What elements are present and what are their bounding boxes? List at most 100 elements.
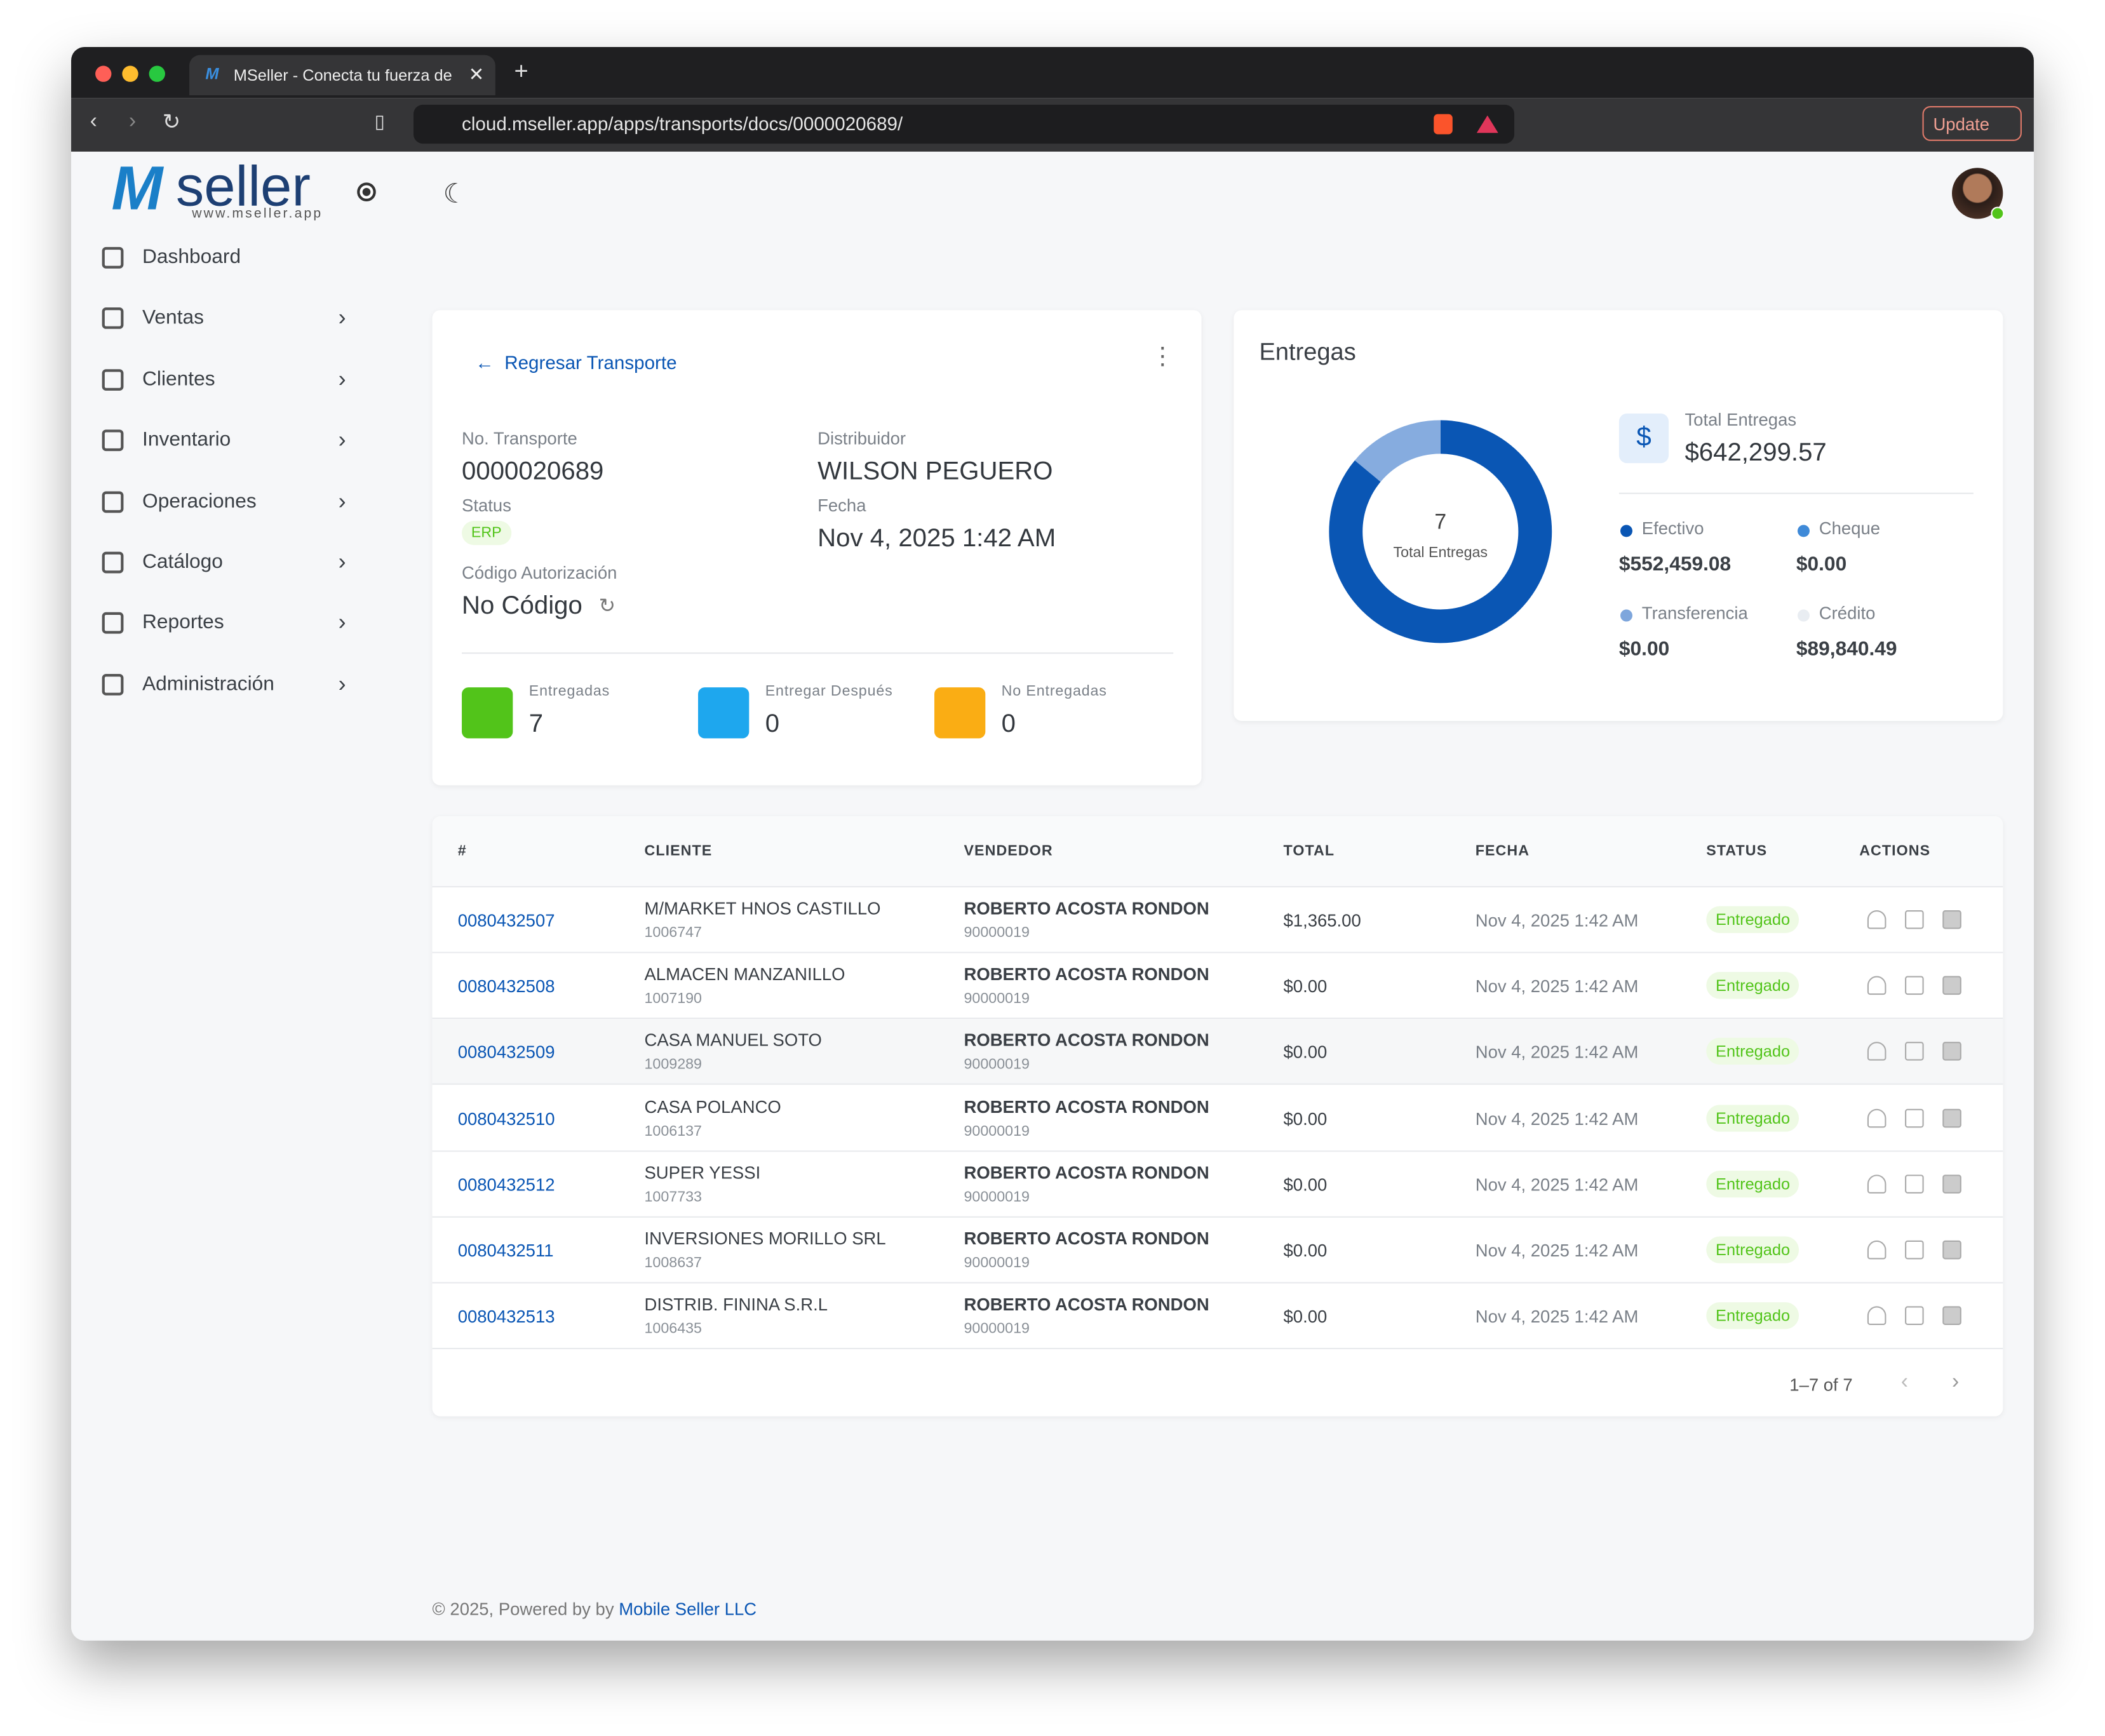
tab-title: MSeller - Conecta tu fuerza de [233,65,452,85]
detail-action[interactable] [1942,1240,1961,1260]
detail-action[interactable] [1942,910,1961,929]
sign-action[interactable] [1905,976,1924,995]
sidebar-item[interactable]: Reportes [142,611,224,635]
sidebar-item[interactable]: Clientes [142,367,215,391]
sidebar-item[interactable]: Dashboard [142,245,241,269]
client-code: 1009289 [644,1057,702,1073]
order-link[interactable]: 0080432510 [457,1108,555,1129]
reload-button[interactable]: ↻ [162,111,181,135]
map-action[interactable] [1867,1306,1886,1326]
new-tab[interactable]: + [514,57,528,85]
sidebar-item[interactable]: Inventario [142,428,231,452]
order-link[interactable]: 0080432508 [457,976,555,997]
forward-button[interactable]: › [128,110,137,133]
stat-label: No Entregadas [1001,683,1107,700]
client-code: 1006137 [644,1123,702,1140]
tab-close[interactable]: ✕ [468,63,485,85]
detail-action[interactable] [1942,1042,1961,1061]
sidebar-item[interactable]: Ventas [142,306,204,330]
more-menu[interactable]: ⋮ [1150,342,1175,370]
client-name: ALMACEN MANZANILLO [644,964,845,985]
sign-action[interactable] [1905,1306,1924,1326]
sidebar-icon [102,368,124,391]
detail-action[interactable] [1942,1306,1961,1326]
brave-icon[interactable] [1434,114,1453,135]
vendor-code: 90000019 [964,925,1030,941]
sidebar-toggle[interactable] [357,182,376,202]
prev-page[interactable]: ‹ [1900,1370,1908,1394]
sidebar-item[interactable]: Catálogo [142,550,223,574]
client-code: 1008637 [644,1255,702,1272]
address-bar[interactable]: cloud.mseller.app/apps/transports/docs/0… [413,104,1515,144]
back-text: Regresar Transporte [504,351,677,373]
toolbar: ‹ › ↻ ▯ cloud.mseller.app/apps/transport… [71,98,2034,152]
map-action[interactable] [1867,1042,1886,1061]
field-value: 0000020689 [462,457,604,487]
tab[interactable]: M MSeller - Conecta tu fuerza de ✕ [189,55,495,96]
order-date: Nov 4, 2025 1:42 AM [1475,1108,1639,1129]
status-tag: Entregado [1706,972,1799,999]
order-link[interactable]: 0080432512 [457,1174,555,1195]
chevron: › [338,549,346,575]
legend-name: Transferencia [1641,602,1748,623]
close-button[interactable] [95,65,112,82]
sidebar-item[interactable]: Administración [142,672,274,696]
sign-action[interactable] [1905,1240,1924,1260]
footer: © 2025, Powered by by Mobile Seller LLC [433,1599,757,1619]
status-tag: Entregado [1706,1302,1799,1329]
browser-window: M MSeller - Conecta tu fuerza de ✕ + ‹ ›… [71,46,2034,1641]
card-title: Entregas [1259,338,1356,365]
transport-card: ← Regresar Transporte ⋮ No. Transporte 0… [432,310,1202,786]
order-total: $0.00 [1283,976,1328,997]
field-value: No Código [462,592,582,621]
update-label: Update [1933,114,1990,135]
order-link[interactable]: 0080432513 [457,1306,555,1327]
tab-icon: M [205,64,219,84]
order-date: Nov 4, 2025 1:42 AM [1475,1306,1639,1327]
vendor-name: ROBERTO ACOSTA RONDON [964,1294,1209,1315]
detail-action[interactable] [1942,1108,1961,1127]
vendor-code: 90000019 [964,991,1030,1007]
back-link[interactable]: ← Regresar Transporte [475,351,677,373]
status-tag: Entregado [1706,1170,1799,1197]
sign-action[interactable] [1905,910,1924,929]
order-link[interactable]: 0080432507 [457,910,555,931]
total-value: $642,299.57 [1685,439,1827,468]
update-button[interactable]: Update [1922,105,2022,141]
column-header: TOTAL [1283,843,1335,859]
next-page[interactable]: › [1952,1370,1960,1394]
sidebar-item[interactable]: Operaciones [142,489,257,513]
title-bar: M MSeller - Conecta tu fuerza de ✕ + [71,46,2034,98]
column-header: STATUS [1706,843,1768,859]
sign-action[interactable] [1905,1042,1924,1061]
map-action[interactable] [1867,910,1886,929]
vendor-name: ROBERTO ACOSTA RONDON [964,898,1209,918]
back-button[interactable]: ‹ [90,110,97,133]
zoom-button[interactable] [149,65,165,82]
detail-action[interactable] [1942,976,1961,995]
minimize-button[interactable] [122,65,138,82]
sidebar-icon [102,307,124,330]
rewards-icon[interactable] [1476,115,1498,133]
legend-value: $552,459.08 [1618,553,1732,576]
refresh-button[interactable]: ↻ [598,595,616,618]
order-link[interactable]: 0080432511 [457,1240,554,1261]
map-action[interactable] [1867,1108,1886,1127]
bookmark-button[interactable]: ▯ [374,110,385,132]
map-action[interactable] [1867,1240,1886,1260]
theme-toggle[interactable]: ☾ [443,180,467,210]
map-action[interactable] [1867,976,1886,995]
vendor-name: ROBERTO ACOSTA RONDON [964,1228,1209,1249]
sign-action[interactable] [1905,1174,1924,1194]
map-action[interactable] [1867,1174,1886,1194]
stat-label: Entregadas [528,683,610,700]
status-tag: Entregado [1706,1038,1799,1065]
sidebar-icon [102,612,124,635]
sidebar-icon [102,551,124,574]
order-link[interactable]: 0080432509 [457,1042,555,1063]
order-total: $1,365.00 [1283,910,1361,931]
detail-action[interactable] [1942,1174,1961,1194]
sign-action[interactable] [1905,1108,1924,1127]
footer-link[interactable]: Mobile Seller LLC [619,1599,757,1619]
